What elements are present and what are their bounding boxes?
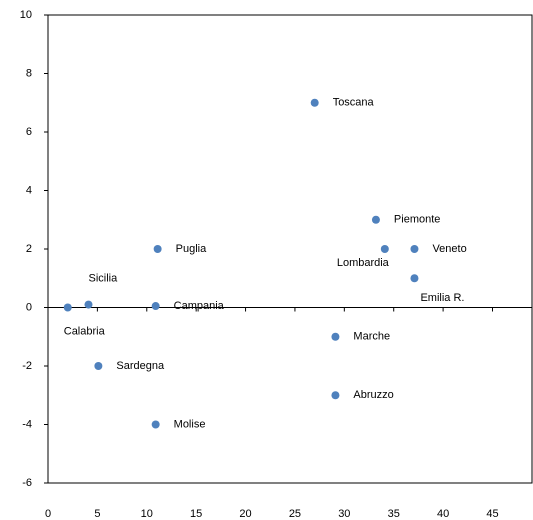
point-label: Emilia R.	[420, 292, 464, 304]
point-label: Calabria	[64, 325, 106, 337]
point-label: Abruzzo	[353, 389, 393, 401]
x-tick-label: 10	[141, 508, 153, 520]
point-label: Marche	[353, 331, 390, 343]
point-label: Toscana	[333, 97, 375, 109]
point	[63, 303, 72, 312]
x-tick-label: 35	[388, 508, 400, 520]
y-tick-label: -6	[22, 477, 32, 489]
x-tick-label: 15	[190, 508, 202, 520]
point	[410, 274, 419, 283]
y-tick-label: 0	[26, 301, 32, 313]
point	[380, 245, 389, 253]
point-label: Puglia	[176, 243, 207, 255]
y-tick-label: 6	[26, 126, 32, 138]
x-tick-label: 20	[239, 508, 251, 520]
x-tick-label: 25	[289, 508, 301, 520]
x-tick-label: 40	[437, 508, 449, 520]
y-tick-label: -4	[22, 418, 32, 430]
point-label: Sicilia	[88, 272, 118, 284]
point	[84, 300, 93, 309]
x-tick-label: 0	[45, 508, 51, 520]
y-tick-label: 8	[26, 67, 32, 79]
point-label: Campania	[174, 300, 225, 312]
point	[331, 391, 340, 400]
point	[310, 98, 319, 107]
point	[331, 332, 340, 341]
point	[151, 420, 160, 429]
y-tick-label: 4	[26, 184, 32, 196]
point-label: Molise	[174, 418, 206, 430]
point-label: Sardegna	[116, 360, 165, 372]
x-tick-label: 30	[338, 508, 350, 520]
point	[151, 302, 160, 311]
point	[94, 362, 103, 370]
point	[153, 245, 162, 253]
point-label: Lombardia	[337, 257, 390, 269]
x-tick-label: 45	[486, 508, 498, 520]
y-tick-label: -2	[22, 360, 32, 372]
point-label: Piemonte	[394, 214, 440, 226]
x-tick-label: 5	[94, 508, 100, 520]
point	[371, 215, 380, 224]
y-tick-label: 10	[20, 9, 32, 21]
y-tick-label: 2	[26, 243, 32, 255]
point-label: Veneto	[432, 243, 466, 255]
point	[410, 245, 419, 253]
